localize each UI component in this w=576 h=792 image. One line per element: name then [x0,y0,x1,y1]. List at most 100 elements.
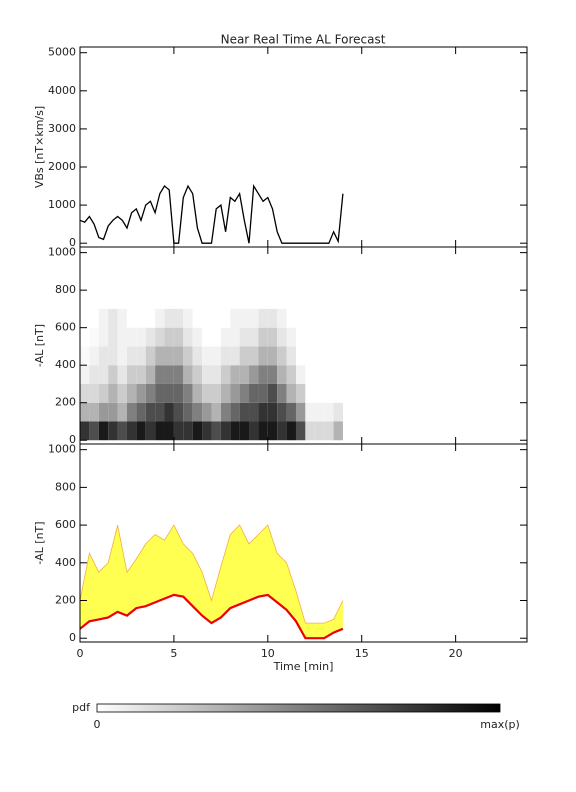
heat-cell [305,365,315,384]
heat-cell [230,383,240,403]
x-tick-label: 20 [449,647,463,660]
heat-cell [324,402,334,422]
heat-cell [136,327,146,347]
heat-cell [80,421,90,441]
heat-cell [136,383,146,403]
x-tick-label: 5 [170,647,177,660]
heat-cell [183,421,193,441]
plot-frame [79,46,528,248]
y-tick-label: 0 [69,236,76,249]
heat-cell [108,365,118,384]
heat-cell [202,327,212,347]
heat-cell [258,383,268,403]
heat-cell [230,402,240,422]
heat-cell [145,421,156,441]
heat-cell [80,365,90,384]
heat-cell [305,383,315,403]
heat-cell [183,308,193,328]
heat-cell [333,346,343,366]
heat-cell [108,383,118,403]
heat-cell [333,402,343,422]
heat-cell [220,383,231,403]
heat-cell [239,383,250,403]
heat-cell [164,402,174,422]
y-tick-label: 800 [55,283,76,296]
heat-cell [108,421,118,441]
y-tick-label: 1000 [48,198,76,211]
heat-cell [164,346,174,366]
heat-cell [239,327,250,347]
heat-cell [164,421,174,441]
heat-cell [258,402,268,422]
heat-cell [267,346,278,366]
heat-cell [305,346,315,366]
heat-cell [155,402,165,422]
heat-cell [202,383,212,403]
heat-cell [220,421,231,441]
heat-cell [126,346,137,366]
heat-cell [314,421,325,441]
heat-cell [258,308,268,328]
heat-cell [249,402,259,422]
heat-cell [314,365,325,384]
y-axis-label: -AL [nT] [33,521,46,564]
heat-cell [126,402,137,422]
heat-cell [80,402,90,422]
colorbar [96,703,501,713]
heat-cell [136,365,146,384]
y-tick-label: 200 [55,396,76,409]
heat-cell [211,327,221,347]
heat-cell [314,383,325,403]
heat-cell [183,365,193,384]
heat-cell [192,308,203,328]
heat-cell [286,346,296,366]
heat-cell [89,308,99,328]
heat-cell [89,383,99,403]
heat-cell [220,346,231,366]
y-tick-label: 0 [69,433,76,446]
y-tick-label: 0 [69,631,76,644]
heat-cell [277,327,287,347]
heat-cell [286,421,296,441]
heat-cell [314,308,325,328]
heat-cell [173,365,184,384]
heat-cell [211,346,221,366]
heat-cell [202,346,212,366]
plot-frame [79,443,528,643]
heat-cell [220,365,231,384]
heat-cell [108,346,118,366]
heat-cell [230,346,240,366]
heat-cell [164,383,174,403]
heat-cell [230,365,240,384]
heat-cell [89,346,99,366]
heat-cell [183,402,193,422]
colorbar-label: pdf [72,701,91,714]
y-tick-label: 2000 [48,160,76,173]
heat-cell [145,402,156,422]
heat-cell [98,308,109,328]
heat-cell [258,421,268,441]
heat-cell [333,383,343,403]
heat-cell [192,383,203,403]
heat-cell [89,365,99,384]
heat-cell [192,421,203,441]
heat-cell [295,327,306,347]
heat-cell [211,365,221,384]
x-tick-label: 15 [355,647,369,660]
lower-line [79,593,344,640]
heat-cell [220,308,231,328]
heat-cell [145,383,156,403]
heat-cell [173,421,184,441]
heat-cell [98,421,109,441]
heat-cell [286,383,296,403]
heat-cell [155,383,165,403]
heat-cell [183,383,193,403]
heat-cell [173,402,184,422]
heat-cell [155,308,165,328]
heat-cell [324,365,334,384]
heat-cell [314,402,325,422]
heat-cell [192,327,203,347]
heat-cell [333,308,343,328]
heat-cell [267,383,278,403]
